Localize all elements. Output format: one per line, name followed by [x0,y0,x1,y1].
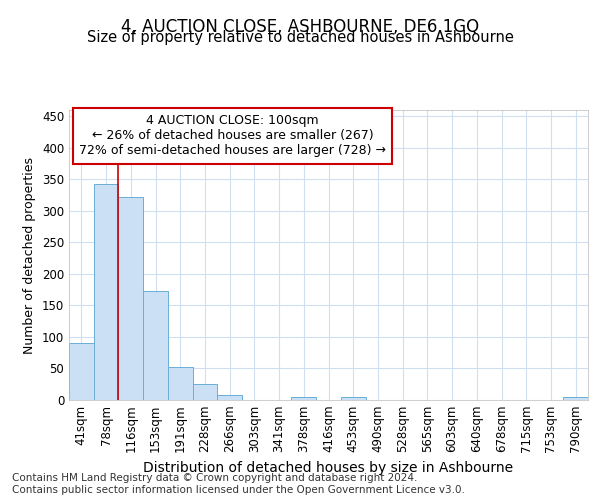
Bar [193,384,217,400]
Bar [168,367,193,400]
Text: Contains HM Land Registry data © Crown copyright and database right 2024.
Contai: Contains HM Land Registry data © Crown c… [12,474,465,495]
Text: Size of property relative to detached houses in Ashbourne: Size of property relative to detached ho… [86,30,514,45]
Y-axis label: Number of detached properties: Number of detached properties [23,156,37,354]
Bar [217,395,242,400]
Bar [69,344,94,400]
Bar [118,197,143,400]
Bar [563,398,588,400]
Bar [292,398,316,400]
Bar [94,184,118,400]
X-axis label: Distribution of detached houses by size in Ashbourne: Distribution of detached houses by size … [143,461,514,475]
Bar [143,291,168,400]
Bar [341,397,365,400]
Text: 4, AUCTION CLOSE, ASHBOURNE, DE6 1GQ: 4, AUCTION CLOSE, ASHBOURNE, DE6 1GQ [121,18,479,36]
Text: 4 AUCTION CLOSE: 100sqm
← 26% of detached houses are smaller (267)
72% of semi-d: 4 AUCTION CLOSE: 100sqm ← 26% of detache… [79,114,386,158]
